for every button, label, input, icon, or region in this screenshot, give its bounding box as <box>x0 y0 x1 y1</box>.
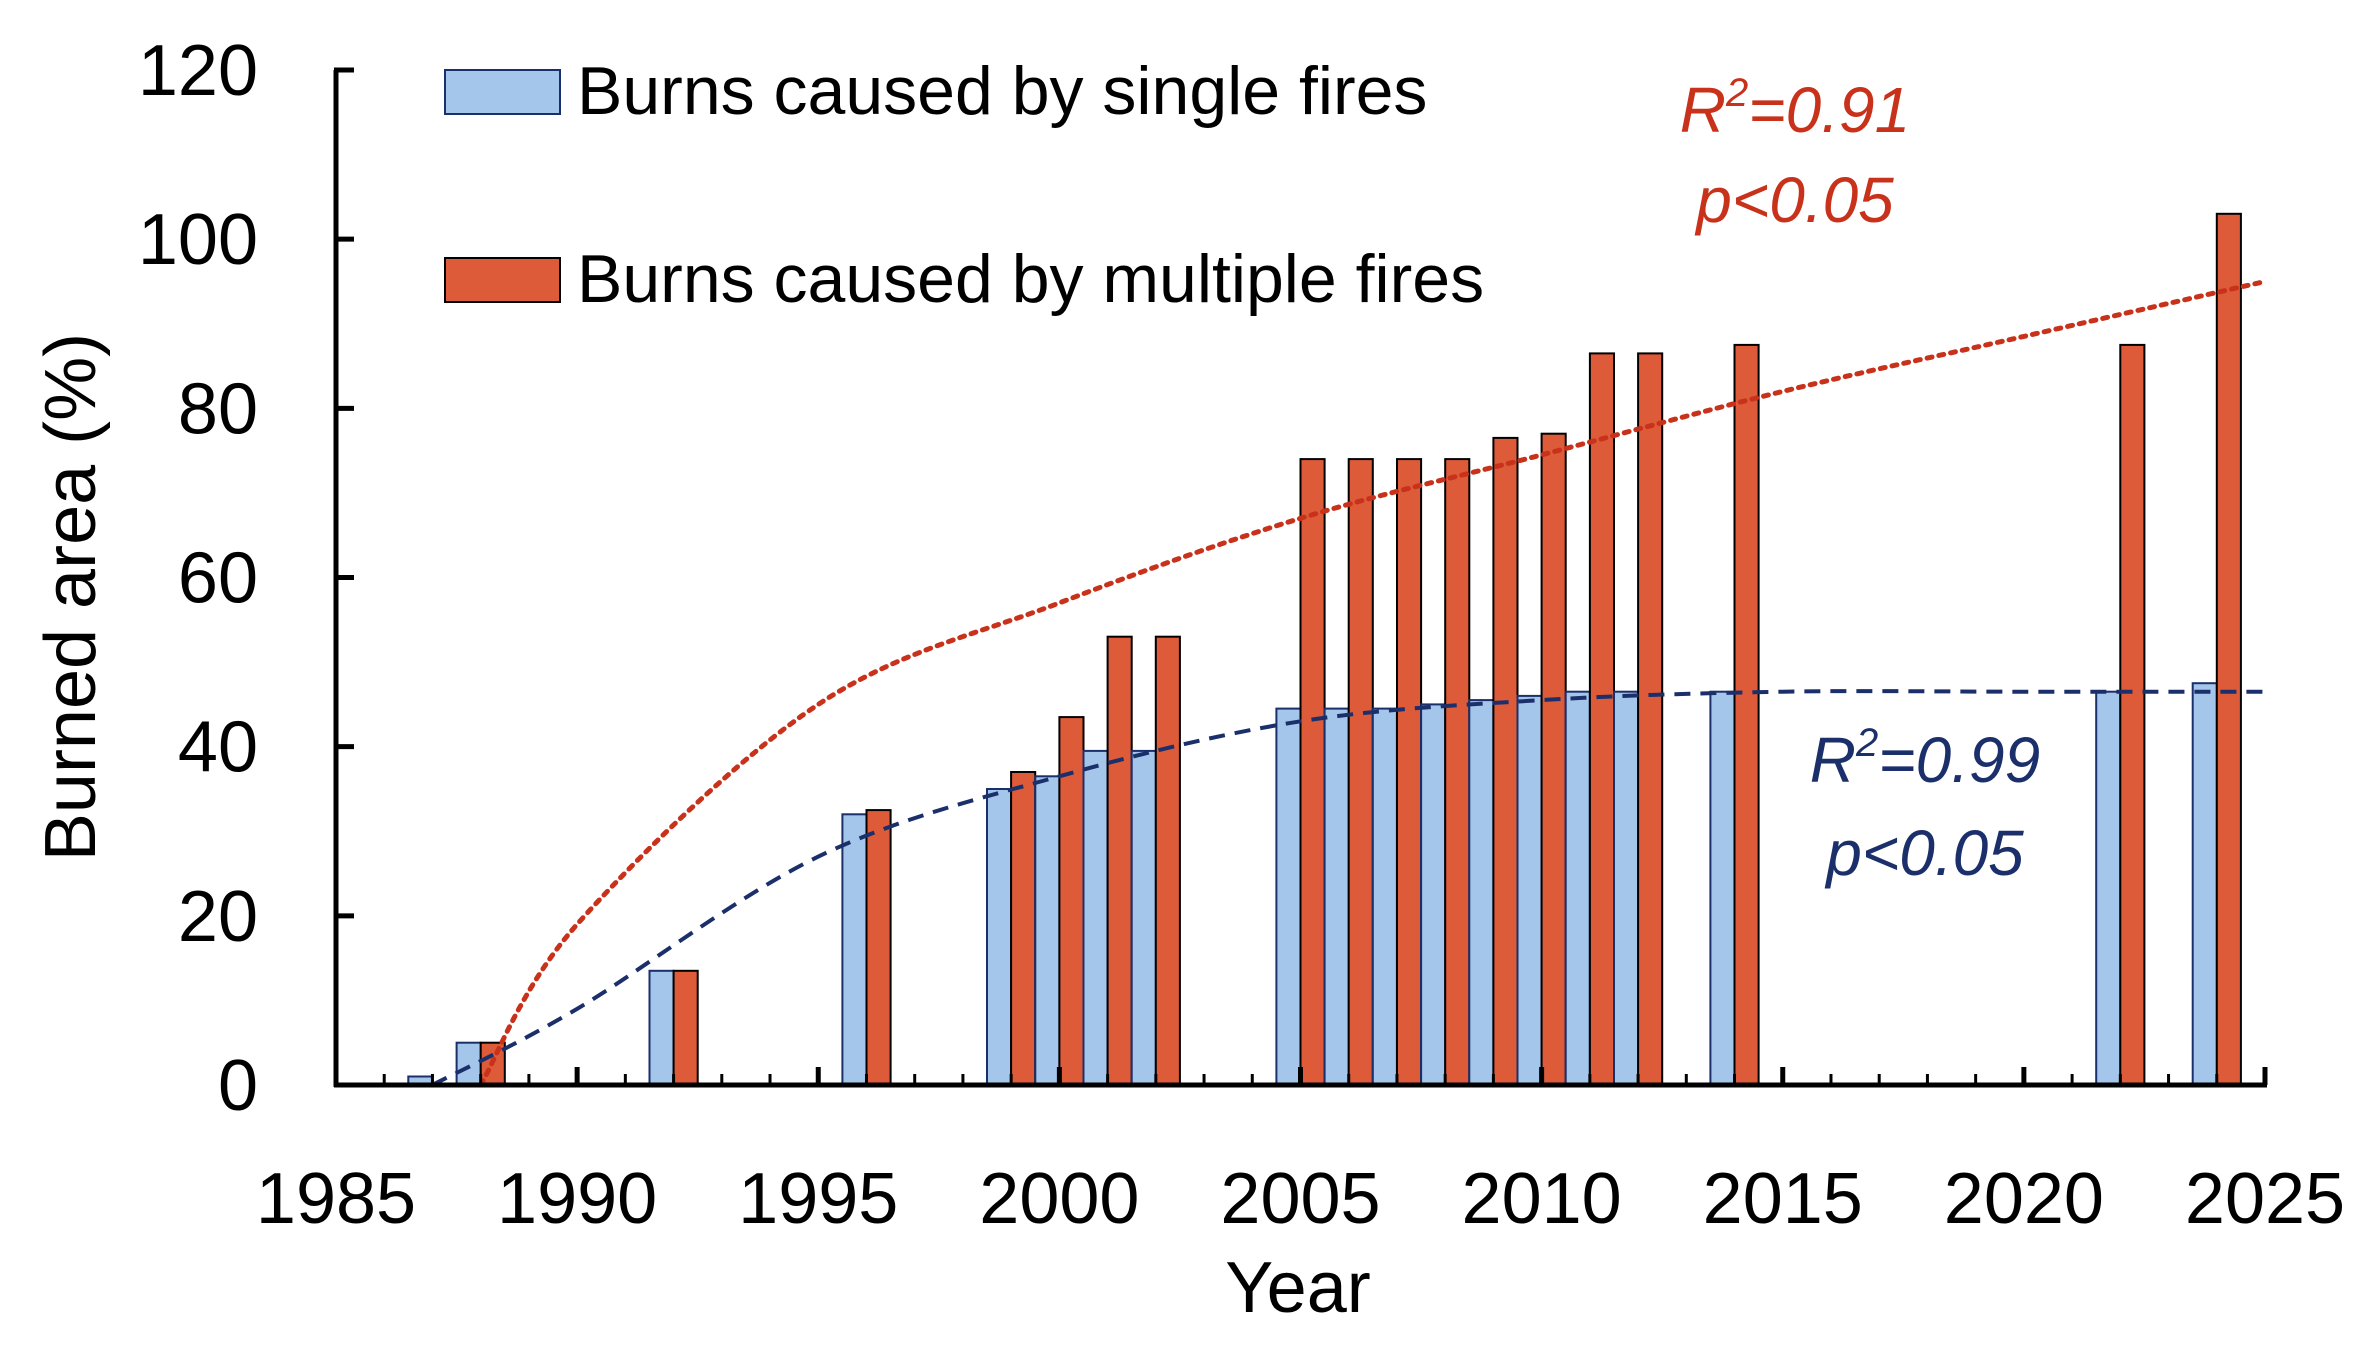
trend-statistics: R2=0.91 p<0.05 R2=0.99 p<0.05 <box>1680 71 2040 889</box>
bar-single-fires-2009 <box>1468 699 1495 1086</box>
bar-single-fires-2011 <box>1564 690 1591 1086</box>
bar-multiple-fires-2011 <box>1588 352 1616 1086</box>
bar-multiple-fires-2010 <box>1540 432 1567 1086</box>
bar-single-fires-2008 <box>1420 703 1447 1087</box>
axes-layer: 0 20 40 60 80 100 120 1985 1990 1995 2000 2005 2010 2… <box>138 31 2345 1239</box>
y-axis-title: Burned area (%) <box>31 333 111 861</box>
x-tick-label-1995: 1995 <box>738 1159 898 1239</box>
y-tick-label-100: 100 <box>138 200 258 280</box>
x-tick-label-1985: 1985 <box>256 1159 416 1239</box>
bar-single-fires-1996 <box>841 813 868 1086</box>
bar-single-fires-2022 <box>2095 690 2122 1086</box>
trendline-single-fires <box>431 689 2265 1087</box>
multiple-fires-p-value: p<0.05 <box>1694 164 1894 236</box>
x-tick-label-2005: 2005 <box>1220 1159 1380 1239</box>
bar-multiple-fires-2006 <box>1347 458 1374 1087</box>
legend-swatch-single-fires <box>444 69 561 115</box>
bar-single-fires-1988 <box>455 1041 482 1086</box>
legend-swatch-multiple-fires <box>444 257 561 303</box>
bar-multiple-fires-2002 <box>1154 635 1181 1086</box>
y-tick-label-40: 40 <box>178 708 258 788</box>
bar-multiple-fires-2024 <box>2215 212 2242 1087</box>
bar-multiple-fires-2007 <box>1396 458 1423 1087</box>
bar-multiple-fires-2009 <box>1492 436 1519 1086</box>
bar-single-fires-2000 <box>1034 775 1061 1086</box>
bar-multiple-fires-2008 <box>1444 458 1471 1087</box>
y-tick-label-60: 60 <box>178 539 258 619</box>
bar-single-fires-2024 <box>2191 682 2218 1086</box>
y-tick-label-20: 20 <box>178 877 258 957</box>
y-tick-label-0: 0 <box>218 1046 258 1126</box>
legend: Burns caused by single fires Burns cause… <box>444 53 1484 317</box>
bar-multiple-fires-1999 <box>1010 771 1037 1086</box>
x-axis-title: Year <box>1225 1248 1370 1328</box>
x-tick-label-2015: 2015 <box>1703 1159 1863 1239</box>
bar-single-fires-2014 <box>1709 690 1736 1086</box>
bar-single-fires-1992 <box>648 969 675 1086</box>
x-tick-label-2020: 2020 <box>1944 1159 2104 1239</box>
bar-multiple-fires-1992 <box>672 969 699 1086</box>
x-tick-label-2000: 2000 <box>979 1159 1139 1239</box>
trendline-multiple-fires <box>478 279 2268 1088</box>
bar-single-fires-2007 <box>1371 707 1398 1086</box>
bar-multiple-fires-1996 <box>865 809 892 1086</box>
bar-multiple-fires-2012 <box>1637 352 1664 1086</box>
single-fires-r2: R2=0.99 <box>1810 721 2040 796</box>
single-fires-p-value: p<0.05 <box>1824 817 2024 889</box>
bar-single-fires-2006 <box>1323 707 1350 1086</box>
labels-layer: Year Burned area (%) <box>31 333 1371 1328</box>
legend-label-single-fires: Burns caused by single fires <box>577 53 1427 129</box>
x-tick-label-2025: 2025 <box>2185 1159 2345 1239</box>
legend-label-multiple-fires: Burns caused by multiple fires <box>577 241 1484 317</box>
bar-single-fires-2001 <box>1082 749 1109 1087</box>
bars-layer <box>407 212 2242 1087</box>
bar-single-fires-2010 <box>1516 694 1543 1087</box>
multiple-fires-r2: R2=0.91 <box>1680 71 1910 146</box>
bar-multiple-fires-2005 <box>1299 458 1326 1087</box>
y-tick-label-120: 120 <box>138 31 258 111</box>
x-tick-label-2010: 2010 <box>1462 1159 1622 1239</box>
x-tick-label-1990: 1990 <box>497 1159 657 1239</box>
bar-multiple-fires-2001 <box>1106 635 1133 1086</box>
bar-single-fires-2012 <box>1613 690 1640 1086</box>
bar-single-fires-2002 <box>1130 749 1157 1087</box>
bar-multiple-fires-2022 <box>2119 343 2146 1086</box>
trendlines-layer <box>431 279 2268 1088</box>
bar-single-fires-1999 <box>986 788 1013 1086</box>
bar-single-fires-2005 <box>1275 707 1302 1086</box>
bar-multiple-fires-2014 <box>1733 343 1760 1086</box>
y-tick-label-80: 80 <box>178 369 258 449</box>
